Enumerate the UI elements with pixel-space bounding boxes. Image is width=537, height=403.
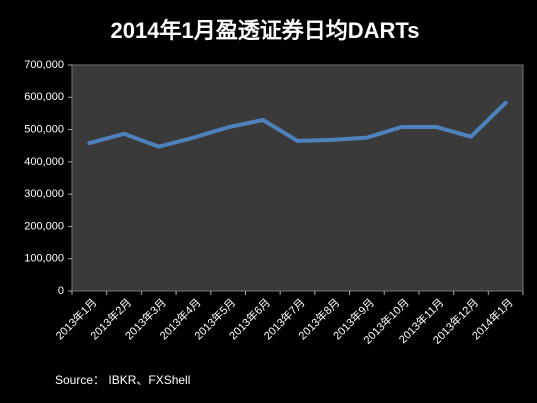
line	[87, 100, 508, 149]
plot-area	[71, 64, 524, 292]
y-tick-label: 500,000	[24, 123, 64, 135]
source: Source： IBKR、FXShell	[55, 373, 190, 387]
y-tick-label: 700,000	[24, 59, 64, 71]
y-tick-label: 200,000	[24, 220, 64, 232]
y-tick-label: 100,000	[24, 253, 64, 265]
y-tick-label: 600,000	[24, 91, 64, 103]
chart-title: 2014年1月盈透证券日均DARTs	[111, 18, 420, 43]
y-tick-label: 400,000	[24, 156, 64, 168]
y-tick-label: 0	[58, 285, 64, 297]
y-tick-label: 300,000	[24, 188, 64, 200]
